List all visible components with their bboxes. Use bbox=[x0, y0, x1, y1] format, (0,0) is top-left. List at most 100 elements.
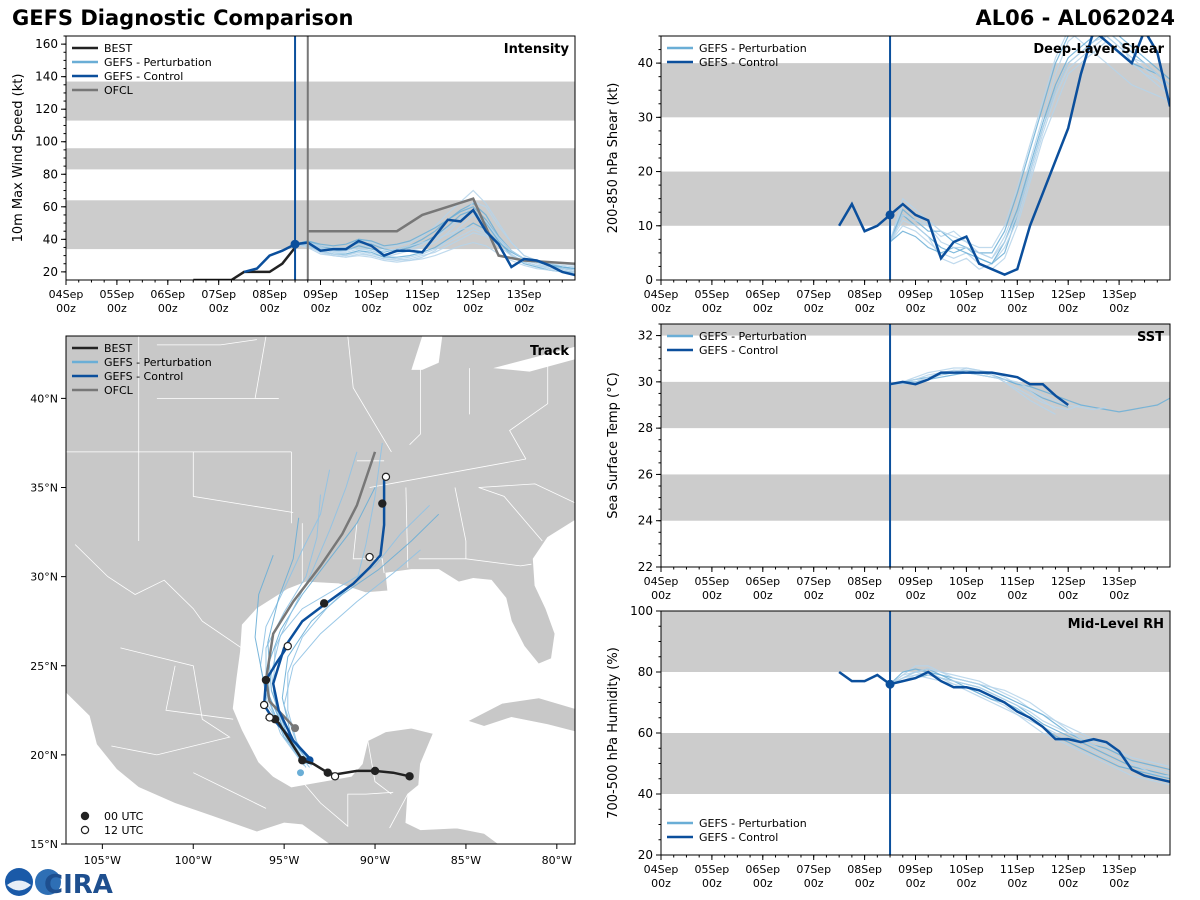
state-border bbox=[111, 647, 231, 756]
x-tick-label-hour: 00z bbox=[1109, 302, 1129, 315]
perturbation-line bbox=[889, 674, 1170, 777]
legend-entry: BEST bbox=[104, 42, 132, 55]
x-tick-label-hour: 00z bbox=[1058, 877, 1078, 890]
storm-id: AL06 - AL062024 bbox=[975, 6, 1176, 30]
x-tick-label: 05Sep bbox=[695, 288, 730, 301]
x-tick-label-hour: 00z bbox=[1007, 302, 1027, 315]
track-point-00utc bbox=[405, 772, 414, 781]
x-tick-label: 08Sep bbox=[847, 288, 882, 301]
y-tick-label: 20 bbox=[638, 848, 653, 862]
shaded-band bbox=[66, 200, 575, 250]
x-tick-label: 13Sep bbox=[507, 288, 542, 301]
y-tick-label: 60 bbox=[43, 200, 58, 214]
panel-title: Track bbox=[530, 344, 569, 359]
x-tick-label: 11Sep bbox=[1000, 288, 1035, 301]
state-border bbox=[418, 558, 532, 567]
x-tick-label-hour: 00z bbox=[1007, 589, 1027, 602]
x-tick-label-hour: 00z bbox=[651, 302, 671, 315]
x-tick-label: 11Sep bbox=[1000, 863, 1035, 876]
state-border bbox=[74, 544, 245, 651]
page-title: GEFS Diagnostic Comparison bbox=[12, 6, 354, 30]
legend-entry: GEFS - Perturbation bbox=[699, 42, 807, 55]
x-tick-label: 04Sep bbox=[644, 288, 679, 301]
x-tick-label: 07Sep bbox=[201, 288, 236, 301]
lake-erie bbox=[493, 346, 575, 372]
y-tick-label: 80 bbox=[638, 665, 653, 679]
legend-entry: GEFS - Perturbation bbox=[699, 330, 807, 343]
rh-plot-area bbox=[838, 665, 1170, 786]
ofcl-track bbox=[264, 451, 377, 729]
x-tick-label: 12Sep bbox=[1051, 575, 1086, 588]
x-tick-label: 13Sep bbox=[1102, 575, 1137, 588]
x-tick-label-hour: 00z bbox=[855, 589, 875, 602]
panel-title: Intensity bbox=[504, 42, 570, 57]
x-tick-label-hour: 00z bbox=[514, 302, 534, 315]
x-tick-label-hour: 00z bbox=[651, 877, 671, 890]
x-tick-label-hour: 00z bbox=[412, 302, 432, 315]
lat-tick-label: 40°N bbox=[30, 392, 58, 405]
x-tick-label: 13Sep bbox=[1102, 288, 1137, 301]
track-chart: 105°W 100°W 95°W 90°W 85°W 80°W 15°N 20°N 25°N 30… bbox=[30, 335, 576, 867]
x-tick-label: 07Sep bbox=[796, 288, 831, 301]
lat-tick-label: 30°N bbox=[30, 571, 58, 584]
shaded-band bbox=[661, 733, 1170, 794]
perturbation-line bbox=[889, 36, 1170, 249]
analysis-point bbox=[885, 679, 895, 689]
x-tick-label: 10Sep bbox=[354, 288, 389, 301]
x-tick-label: 05Sep bbox=[100, 288, 135, 301]
state-border bbox=[301, 781, 394, 828]
x-tick-label-hour: 00z bbox=[1109, 877, 1129, 890]
x-tick-label-hour: 00z bbox=[753, 877, 773, 890]
y-tick-label: 40 bbox=[43, 232, 58, 246]
cuba bbox=[466, 697, 575, 733]
legend-entry: GEFS - Control bbox=[699, 344, 778, 357]
shaded-band bbox=[661, 474, 1170, 521]
x-tick-label: 06Sep bbox=[745, 863, 780, 876]
track-point-12utc bbox=[381, 472, 391, 482]
shaded-band bbox=[66, 81, 575, 121]
gefs-control-line bbox=[838, 36, 1170, 276]
x-tick-label-hour: 00z bbox=[957, 302, 977, 315]
perturbation-track bbox=[283, 549, 421, 766]
shear-plot-area bbox=[838, 36, 1170, 276]
x-tick-label-hour: 00z bbox=[362, 302, 382, 315]
x-tick-label-hour: 00z bbox=[804, 877, 824, 890]
shear-chart: 01020304004Sep00z05Sep00z06Sep00z07Sep00… bbox=[606, 35, 1171, 315]
lat-tick-label: 15°N bbox=[30, 838, 58, 851]
x-tick-label: 12Sep bbox=[1051, 863, 1086, 876]
perturbation-start-point bbox=[297, 769, 305, 777]
x-tick-label: 08Sep bbox=[252, 288, 287, 301]
track-point-00utc bbox=[370, 766, 380, 776]
x-tick-label-hour: 00z bbox=[855, 302, 875, 315]
x-tick-label: 10Sep bbox=[949, 575, 984, 588]
x-tick-label-hour: 00z bbox=[107, 302, 127, 315]
y-axis-label: 200-850 hPa Shear (kt) bbox=[606, 83, 621, 234]
y-tick-label: 26 bbox=[638, 467, 653, 481]
x-tick-label: 09Sep bbox=[303, 288, 338, 301]
analysis-point bbox=[885, 210, 895, 220]
x-tick-label: 12Sep bbox=[456, 288, 491, 301]
track-point-00utc bbox=[319, 599, 329, 608]
state-border bbox=[192, 451, 294, 513]
legend-entry: GEFS - Control bbox=[699, 831, 778, 844]
marker-legend-symbol bbox=[80, 825, 90, 835]
track-point-12utc bbox=[330, 772, 340, 781]
x-tick-label: 09Sep bbox=[898, 863, 933, 876]
perturbation-line bbox=[889, 367, 1056, 415]
lon-tick-label: 85°W bbox=[451, 854, 481, 867]
y-tick-label: 120 bbox=[35, 102, 58, 116]
track-point-12utc bbox=[365, 552, 374, 562]
lat-tick-label: 35°N bbox=[30, 482, 58, 495]
intensity-chart: 2040608010012014016004Sep00z05Sep00z06Se… bbox=[11, 35, 576, 315]
y-axis-label: 700-500 hPa Humidity (%) bbox=[606, 647, 621, 819]
x-tick-label: 13Sep bbox=[1102, 863, 1137, 876]
marker-legend-entry: 00 UTC bbox=[104, 810, 144, 823]
y-tick-label: 10 bbox=[638, 219, 653, 233]
y-tick-label: 28 bbox=[638, 421, 653, 435]
sst-chart: 22242628303204Sep00z05Sep00z06Sep00z07Se… bbox=[606, 323, 1171, 602]
y-tick-label: 30 bbox=[638, 110, 653, 124]
y-tick-label: 40 bbox=[638, 787, 653, 801]
lon-tick-label: 80°W bbox=[542, 854, 572, 867]
